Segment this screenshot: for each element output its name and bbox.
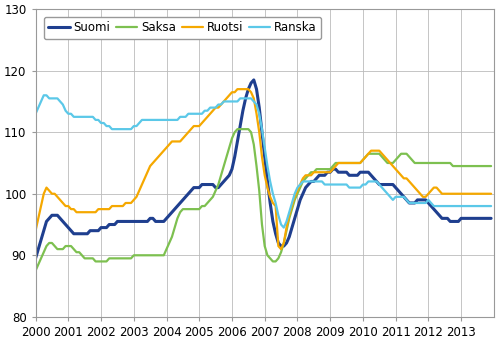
- Ruotsi: [488, 192, 494, 196]
- Ranska: [488, 204, 494, 208]
- Ranska: [281, 226, 287, 230]
- Ruotsi: [235, 87, 241, 91]
- Ranska: [305, 179, 311, 184]
- Line: Ranska: Ranska: [35, 95, 491, 228]
- Saksa: [32, 269, 38, 273]
- Ranska: [166, 118, 172, 122]
- Line: Saksa: Saksa: [35, 129, 491, 271]
- Ruotsi: [297, 182, 303, 187]
- Suomi: [163, 216, 169, 221]
- Line: Suomi: Suomi: [35, 80, 491, 258]
- Suomi: [294, 207, 300, 211]
- Ranska: [117, 127, 123, 131]
- Suomi: [303, 186, 309, 190]
- Suomi: [32, 256, 38, 260]
- Saksa: [488, 164, 494, 168]
- Suomi: [398, 192, 404, 196]
- Ranska: [32, 112, 38, 116]
- Legend: Suomi, Saksa, Ruotsi, Ranska: Suomi, Saksa, Ruotsi, Ranska: [44, 16, 321, 39]
- Ranska: [41, 93, 47, 97]
- Ruotsi: [115, 204, 121, 208]
- Ruotsi: [278, 247, 284, 251]
- Saksa: [303, 176, 309, 180]
- Ranska: [401, 195, 407, 199]
- Saksa: [115, 256, 121, 260]
- Saksa: [163, 247, 169, 251]
- Suomi: [115, 220, 121, 224]
- Suomi: [188, 189, 194, 193]
- Suomi: [488, 216, 494, 221]
- Ranska: [297, 182, 303, 187]
- Ruotsi: [32, 228, 38, 233]
- Ruotsi: [163, 145, 169, 150]
- Saksa: [294, 192, 300, 196]
- Ranska: [191, 112, 197, 116]
- Saksa: [235, 127, 241, 131]
- Ruotsi: [188, 127, 194, 131]
- Suomi: [251, 78, 257, 82]
- Ruotsi: [401, 176, 407, 180]
- Saksa: [398, 152, 404, 156]
- Saksa: [188, 207, 194, 211]
- Ruotsi: [305, 173, 311, 177]
- Line: Ruotsi: Ruotsi: [35, 89, 491, 249]
